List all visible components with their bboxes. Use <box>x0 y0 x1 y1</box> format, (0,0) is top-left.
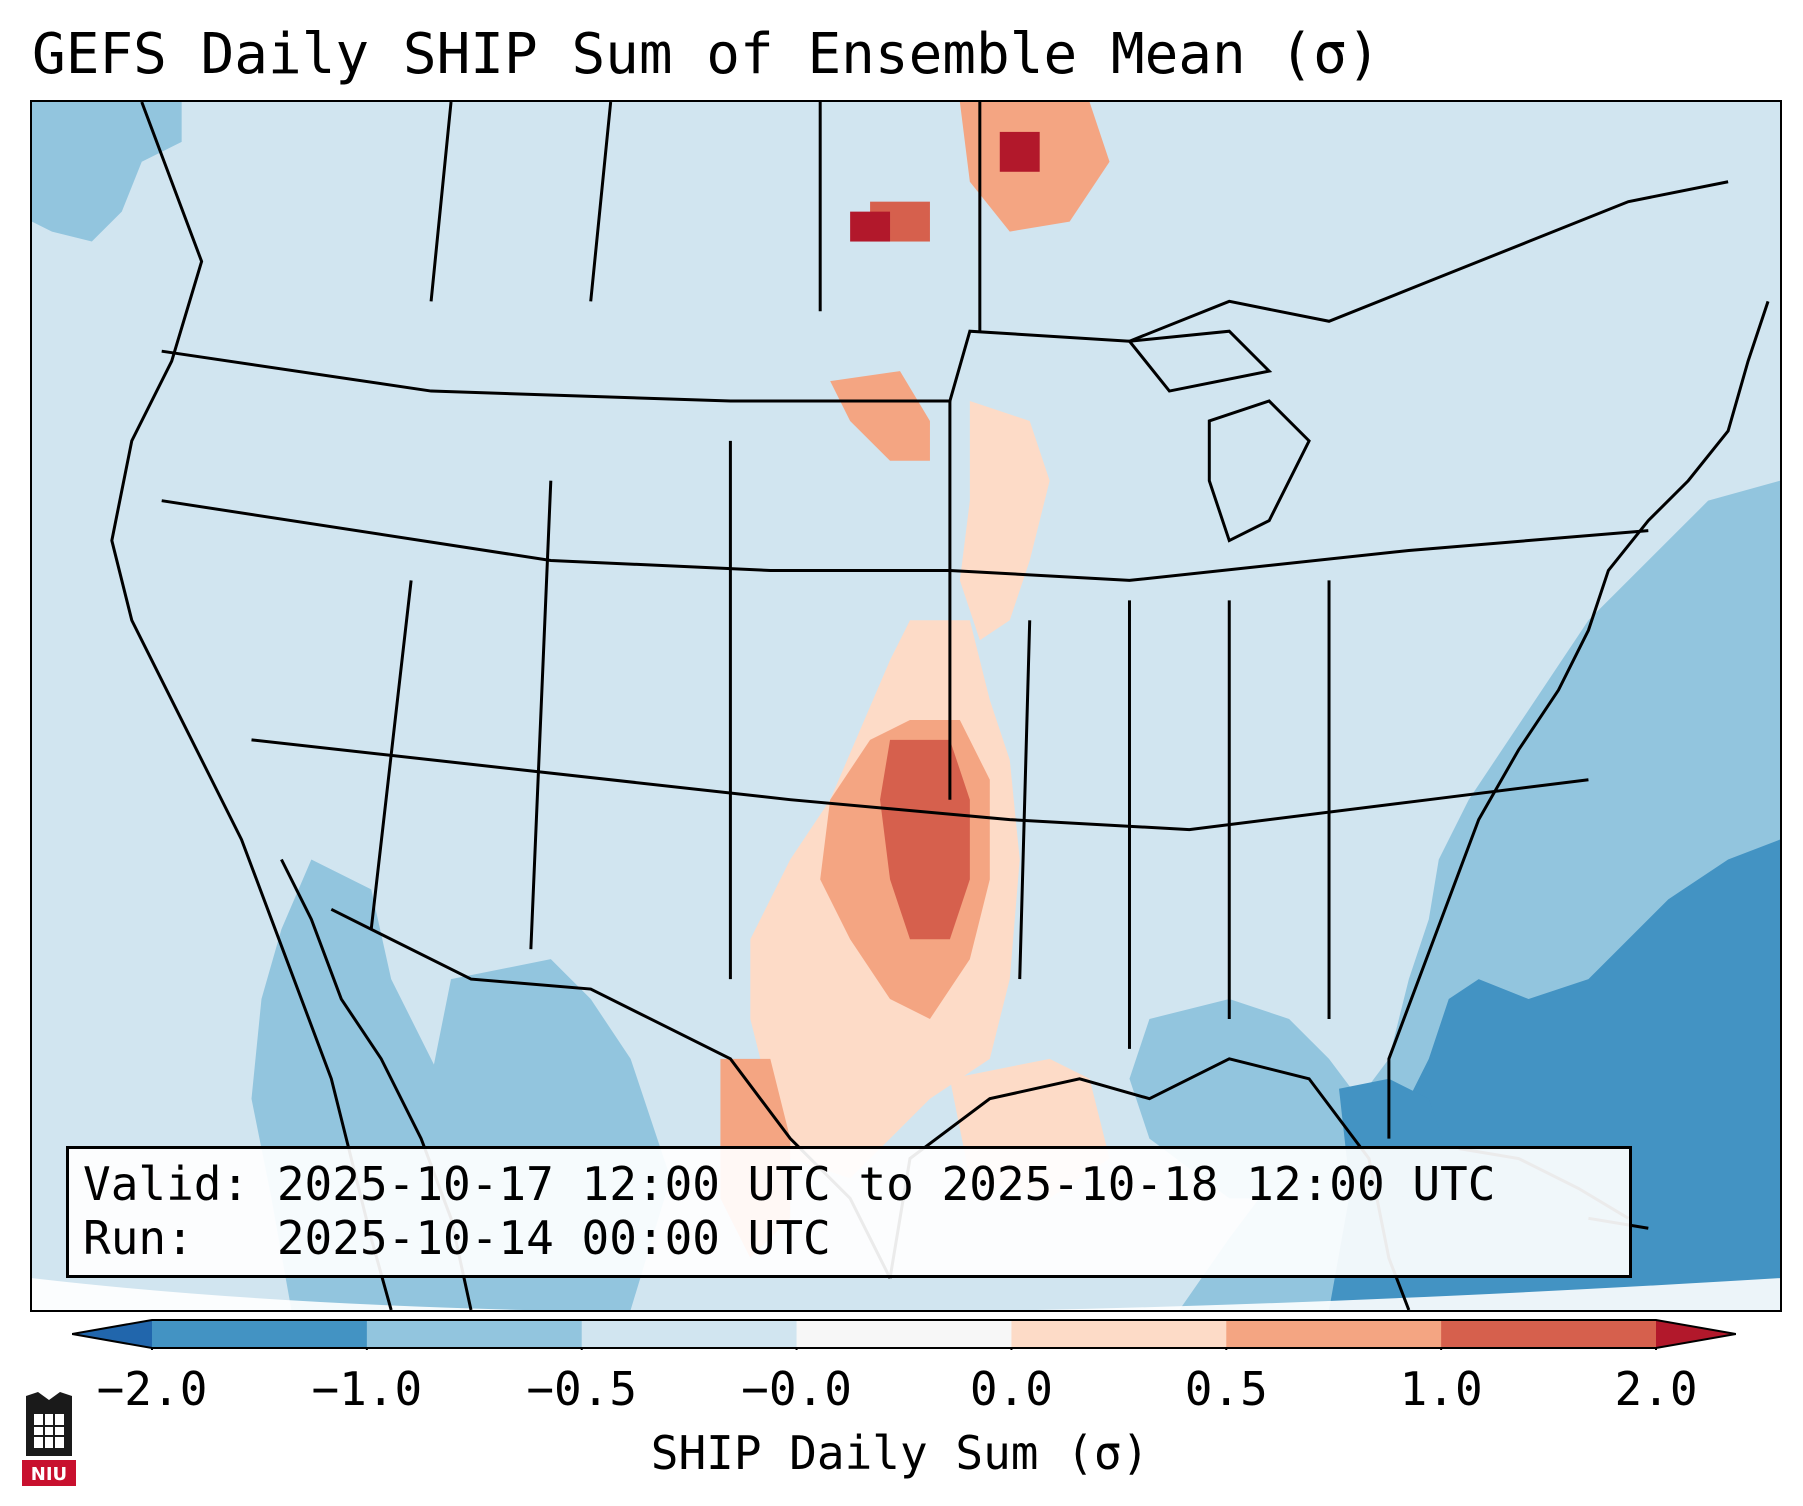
valid-time-box: Valid: 2025-10-17 12:00 UTC to 2025-10-1… <box>66 1146 1632 1278</box>
colorbar-segment <box>1226 1320 1442 1348</box>
state-line-middle <box>251 738 1589 832</box>
state-line-verticals <box>369 401 1331 1049</box>
us-canada-border <box>161 180 1729 403</box>
colorbar-segment <box>1441 1320 1657 1348</box>
colorbar-tick-label: 2.0 <box>1614 1362 1698 1416</box>
colorbar-segment <box>796 1320 1012 1348</box>
run-time-text: Run: 2025-10-14 00:00 UTC <box>83 1211 831 1265</box>
logo-window <box>34 1414 64 1448</box>
colorbar-segment <box>1011 1320 1227 1348</box>
pacific-anomaly-region <box>32 102 182 242</box>
canada-strong-cell <box>850 211 891 242</box>
projection-edge <box>32 1278 1780 1310</box>
colorbar-tick-label: −1.0 <box>311 1362 423 1416</box>
atlantic-coastline <box>1387 300 1770 1139</box>
dakota-warm-region <box>830 371 930 461</box>
plains-strong-region <box>880 739 970 940</box>
valid-time-text: Valid: 2025-10-17 12:00 UTC to 2025-10-1… <box>83 1157 1496 1211</box>
pacific-coastline <box>110 102 393 1310</box>
colorbar-over-arrow <box>1656 1320 1736 1348</box>
logo-badge <box>22 1460 76 1486</box>
colorbar <box>72 1319 1736 1350</box>
colorbar-tick-label: 0.0 <box>969 1362 1053 1416</box>
colorbar-tick-label: 1.0 <box>1399 1362 1483 1416</box>
colorbar-tick-label: −0.0 <box>741 1362 852 1416</box>
niu-logo: NIU <box>22 1392 76 1486</box>
colorbar-tick-label: −2.0 <box>96 1362 208 1416</box>
colorbar-tick-label: 0.5 <box>1184 1362 1268 1416</box>
colorbar-segment <box>581 1320 798 1348</box>
colorbar-segments <box>152 1320 1657 1348</box>
colorbar-label: SHIP Daily Sum (σ) <box>650 1426 1150 1480</box>
canada-province-lines <box>429 102 982 332</box>
logo-window-bars <box>34 1414 64 1448</box>
colorbar-tick-label: −0.5 <box>526 1362 638 1416</box>
colorbar-under-arrow <box>72 1320 152 1348</box>
manitoba-strong-cell <box>999 131 1040 172</box>
map-canvas <box>32 102 1780 1310</box>
logo-text: NIU <box>31 1464 67 1485</box>
great-lakes <box>1126 329 1311 543</box>
colorbar-segment <box>152 1320 368 1348</box>
upper-midwest-warm-region <box>959 401 1050 641</box>
map-title: GEFS Daily SHIP Sum of Ensemble Mean (σ) <box>32 22 1381 87</box>
map-panel <box>30 100 1782 1312</box>
colorbar-segment <box>366 1320 583 1348</box>
